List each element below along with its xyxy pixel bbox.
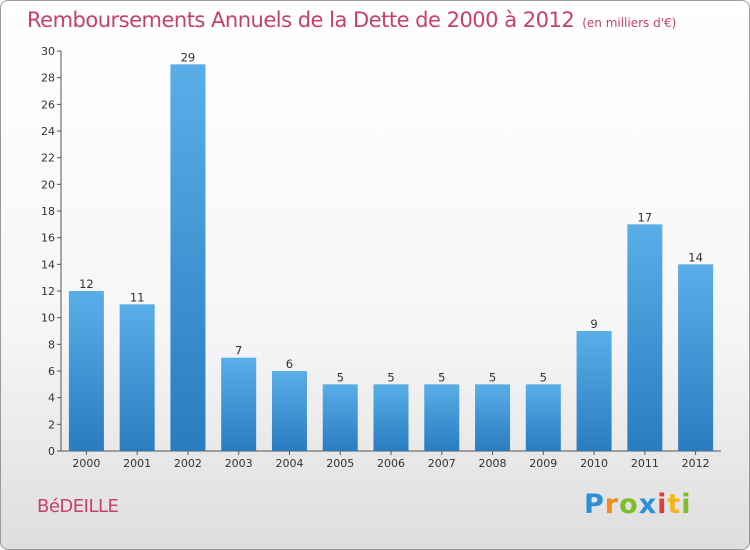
bar — [576, 331, 612, 451]
data-label: 5 — [387, 370, 394, 384]
x-tick-label: 2001 — [123, 457, 151, 470]
data-label: 9 — [590, 317, 597, 331]
bars — [68, 64, 714, 452]
y-tick-label: 6 — [48, 365, 55, 378]
x-tick-label: 2008 — [479, 457, 507, 470]
bar — [221, 357, 257, 451]
y-tick-label: 16 — [41, 232, 55, 245]
bar — [373, 384, 409, 451]
x-tick-label: 2009 — [529, 457, 557, 470]
y-tick-label: 26 — [41, 98, 55, 111]
bar — [424, 384, 460, 451]
y-tick-label: 30 — [41, 45, 55, 58]
bar — [678, 264, 714, 451]
x-tick-label: 2003 — [225, 457, 253, 470]
y-tick-label: 24 — [41, 125, 55, 138]
y-tick-label: 4 — [48, 392, 55, 405]
data-label: 29 — [181, 50, 196, 64]
data-label: 5 — [337, 370, 344, 384]
data-label: 5 — [489, 370, 496, 384]
data-label: 5 — [540, 370, 547, 384]
bar — [475, 384, 511, 451]
brand-logo: Proxiti — [584, 489, 692, 520]
bar — [170, 64, 206, 452]
chart-title: Remboursements Annuels de la Dette de 20… — [27, 8, 676, 32]
data-label: 6 — [286, 357, 293, 371]
y-tick-label: 10 — [41, 312, 55, 325]
data-label: 14 — [688, 250, 703, 264]
y-tick-label: 14 — [41, 258, 55, 271]
city-name: BéDEILLE — [37, 496, 119, 517]
bar — [627, 224, 663, 451]
chart-title-text: Remboursements Annuels de la Dette de 20… — [27, 8, 575, 32]
x-tick-label: 2002 — [174, 457, 202, 470]
y-tick-label: 8 — [48, 338, 55, 351]
x-tick-label: 2004 — [275, 457, 303, 470]
y-tick-label: 0 — [48, 445, 55, 458]
x-tick-label: 2007 — [428, 457, 456, 470]
data-label: 7 — [235, 344, 242, 358]
bar — [271, 371, 307, 451]
bar — [525, 384, 561, 451]
bar — [68, 291, 104, 451]
y-tick-label: 18 — [41, 205, 55, 218]
data-label: 12 — [79, 277, 94, 291]
x-tick-label: 2012 — [682, 457, 710, 470]
data-label: 17 — [638, 210, 653, 224]
bar — [119, 304, 155, 451]
x-tick-label: 2010 — [580, 457, 608, 470]
data-label: 11 — [130, 290, 145, 304]
y-tick-label: 2 — [48, 418, 55, 431]
x-tick-label: 2005 — [326, 457, 354, 470]
y-tick-label: 12 — [41, 285, 55, 298]
value-labels: 12 11 29 7 6 5 5 5 5 5 9 17 14 — [79, 50, 703, 384]
x-tick-label: 2006 — [377, 457, 405, 470]
y-tick-label: 20 — [41, 178, 55, 191]
bar — [322, 384, 358, 451]
y-tick-label: 28 — [41, 72, 55, 85]
x-tick-label: 2011 — [631, 457, 659, 470]
x-tick-label: 2000 — [72, 457, 100, 470]
y-tick-label: 22 — [41, 152, 55, 165]
chart-unit: (en milliers d'€) — [582, 16, 677, 30]
data-label: 5 — [438, 370, 445, 384]
